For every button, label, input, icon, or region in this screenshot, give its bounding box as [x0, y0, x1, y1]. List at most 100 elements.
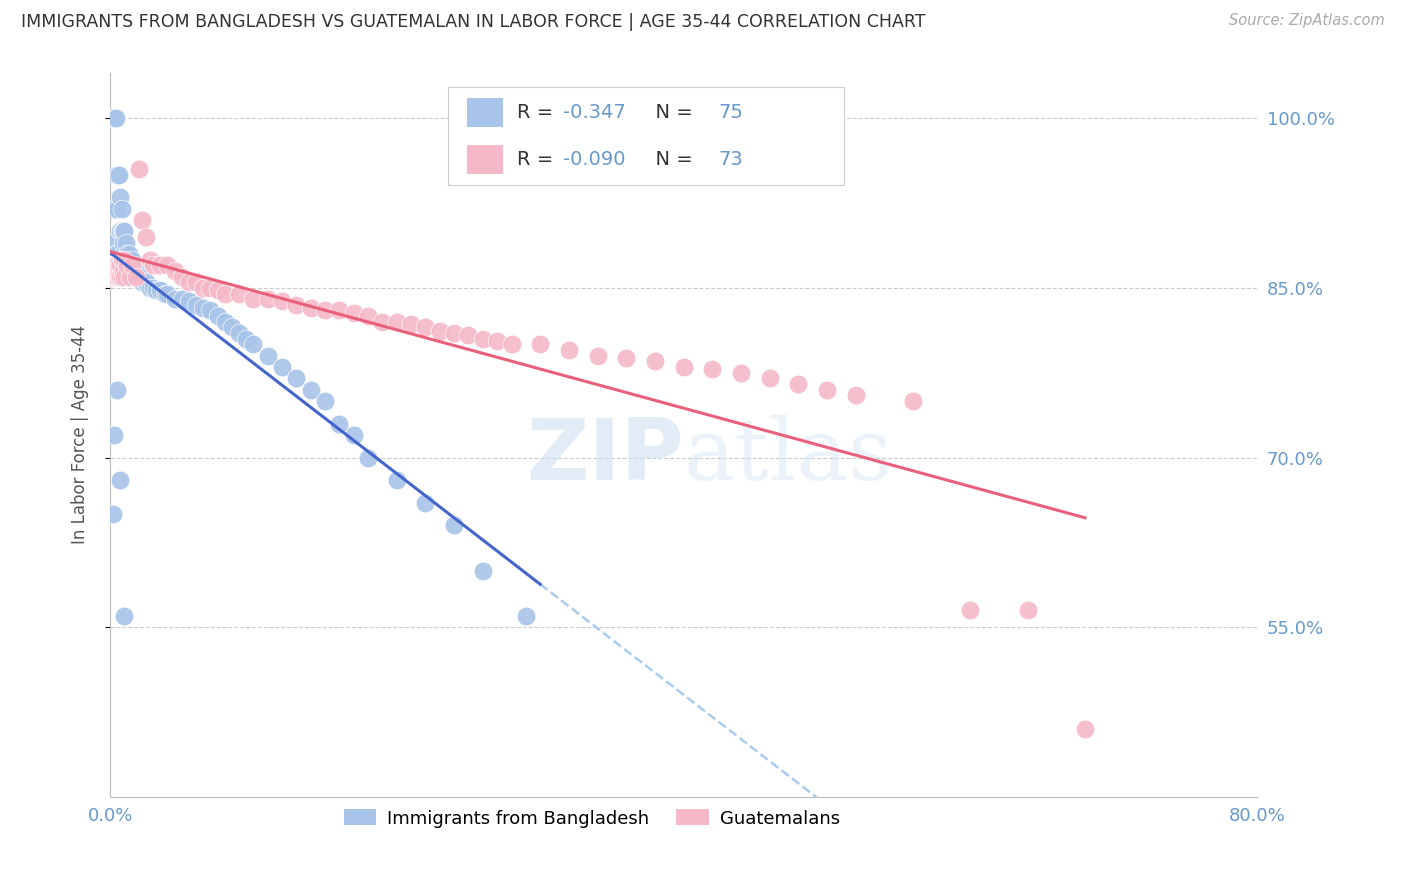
Text: -0.090: -0.090 — [564, 151, 626, 169]
Point — [104, 258, 127, 272]
Point — [193, 301, 215, 316]
Point — [105, 383, 128, 397]
Point — [443, 326, 465, 340]
Point — [529, 337, 551, 351]
Text: atlas: atlas — [683, 415, 893, 498]
Point — [117, 247, 139, 261]
Point — [112, 269, 135, 284]
Point — [131, 275, 153, 289]
Point — [108, 224, 131, 238]
Point — [343, 306, 366, 320]
Point — [139, 281, 162, 295]
Point — [124, 269, 146, 284]
Point — [103, 112, 125, 126]
Point — [115, 235, 138, 250]
Point — [103, 235, 125, 250]
Point — [104, 269, 127, 284]
Point — [314, 393, 336, 408]
Point — [184, 298, 207, 312]
Text: ZIP: ZIP — [526, 415, 683, 498]
Point — [110, 258, 132, 272]
Point — [214, 315, 236, 329]
Point — [558, 343, 581, 357]
Point — [787, 376, 810, 391]
Point — [104, 247, 127, 261]
Point — [415, 320, 437, 334]
Point — [121, 269, 143, 284]
Point — [107, 258, 129, 272]
Point — [193, 281, 215, 295]
Point — [228, 326, 250, 340]
Point — [228, 286, 250, 301]
Text: N =: N = — [644, 103, 699, 122]
Point — [515, 608, 537, 623]
Point — [443, 518, 465, 533]
Point — [108, 269, 131, 284]
Point — [101, 258, 124, 272]
Point — [702, 362, 724, 376]
Point — [256, 349, 278, 363]
Point — [100, 258, 122, 272]
Point — [177, 294, 200, 309]
Point — [959, 603, 981, 617]
Point — [328, 303, 350, 318]
Point — [271, 294, 294, 309]
Point — [111, 235, 134, 250]
Point — [120, 258, 142, 272]
Point — [357, 309, 380, 323]
Point — [120, 269, 142, 284]
Point — [149, 283, 172, 297]
Point — [586, 349, 609, 363]
Legend: Immigrants from Bangladesh, Guatemalans: Immigrants from Bangladesh, Guatemalans — [336, 802, 846, 835]
Point — [314, 303, 336, 318]
Point — [343, 428, 366, 442]
FancyBboxPatch shape — [467, 98, 503, 128]
Point — [385, 315, 408, 329]
Point — [105, 269, 128, 284]
Point — [142, 281, 165, 295]
Point — [118, 258, 141, 272]
Point — [156, 286, 179, 301]
Point — [112, 252, 135, 267]
Point — [299, 383, 322, 397]
Point — [415, 496, 437, 510]
Point — [271, 359, 294, 374]
Text: R =: R = — [517, 103, 560, 122]
Point — [145, 283, 167, 297]
Point — [110, 252, 132, 267]
Point — [285, 371, 308, 385]
Point — [471, 332, 494, 346]
Point — [104, 112, 127, 126]
Point — [457, 328, 479, 343]
Point — [100, 258, 122, 272]
Point — [101, 269, 124, 284]
Point — [121, 258, 143, 272]
Point — [118, 247, 141, 261]
Text: N =: N = — [644, 151, 699, 169]
Point — [103, 258, 125, 272]
Point — [142, 258, 165, 272]
Point — [221, 320, 243, 334]
Point — [901, 393, 924, 408]
Point — [845, 388, 868, 402]
Point — [170, 292, 193, 306]
Point — [149, 258, 172, 272]
Point — [299, 301, 322, 316]
Point — [672, 359, 695, 374]
Text: IMMIGRANTS FROM BANGLADESH VS GUATEMALAN IN LABOR FORCE | AGE 35-44 CORRELATION : IMMIGRANTS FROM BANGLADESH VS GUATEMALAN… — [21, 13, 925, 31]
Point — [214, 286, 236, 301]
Point — [117, 258, 139, 272]
Point — [107, 168, 129, 182]
Point — [501, 337, 523, 351]
Point — [156, 258, 179, 272]
Point — [135, 230, 157, 244]
Point — [121, 252, 143, 267]
Point — [135, 275, 157, 289]
Point — [131, 213, 153, 227]
Point — [644, 354, 666, 368]
Point — [107, 258, 129, 272]
Text: R =: R = — [517, 151, 560, 169]
Point — [110, 224, 132, 238]
Point — [101, 507, 124, 521]
Point — [163, 292, 186, 306]
